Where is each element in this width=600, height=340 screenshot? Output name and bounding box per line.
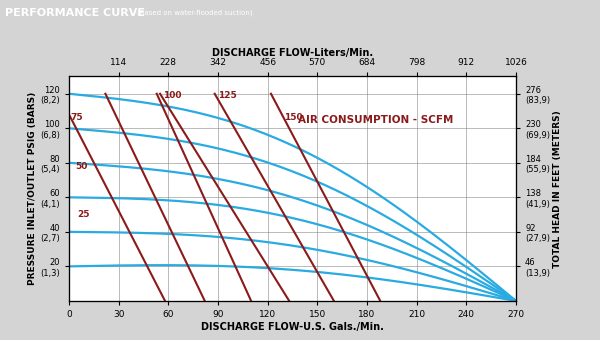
Text: (Based on water-flooded suction): (Based on water-flooded suction): [137, 10, 253, 16]
Y-axis label: TOTAL HEAD IN FEET (METERS): TOTAL HEAD IN FEET (METERS): [553, 110, 562, 268]
Text: 125: 125: [218, 91, 237, 100]
Y-axis label: PRESSURE INLET/OUTLET PSIG (BARS): PRESSURE INLET/OUTLET PSIG (BARS): [28, 92, 37, 285]
X-axis label: DISCHARGE FLOW-U.S. Gals./Min.: DISCHARGE FLOW-U.S. Gals./Min.: [201, 322, 384, 332]
Text: 150: 150: [284, 114, 303, 122]
Text: AIR CONSUMPTION - SCFM: AIR CONSUMPTION - SCFM: [298, 115, 453, 125]
Text: 100: 100: [163, 91, 182, 100]
X-axis label: DISCHARGE FLOW-Liters/Min.: DISCHARGE FLOW-Liters/Min.: [212, 48, 373, 58]
Text: 75: 75: [71, 114, 83, 122]
Text: 50: 50: [76, 162, 88, 171]
Text: 25: 25: [77, 210, 90, 219]
Text: PERFORMANCE CURVE: PERFORMANCE CURVE: [5, 8, 145, 18]
